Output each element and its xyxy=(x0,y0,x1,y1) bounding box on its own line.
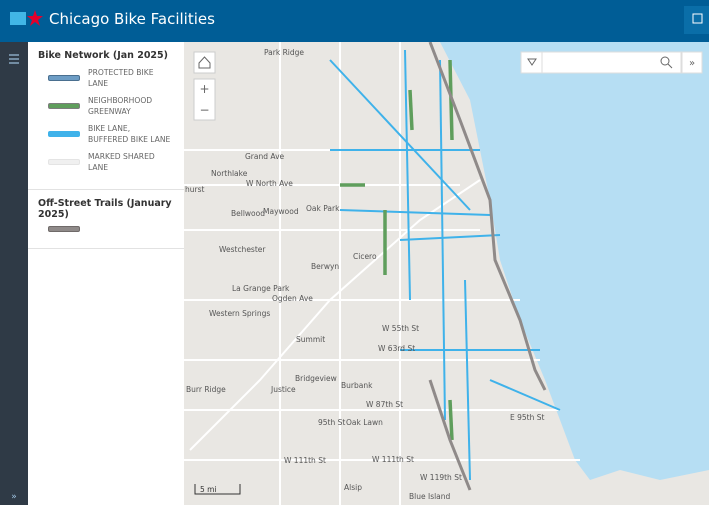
logo-flag xyxy=(10,12,26,25)
map-label: Ogden Ave xyxy=(272,294,313,303)
legend-section: Bike Network (Jan 2025) PROTECTED BIKE LA… xyxy=(28,42,184,190)
map-label: Oak Lawn xyxy=(346,418,383,427)
map-label: Burbank xyxy=(341,381,373,390)
map-label: Maywood xyxy=(263,207,299,216)
collapse-icon: » xyxy=(689,58,695,69)
map-label: Summit xyxy=(296,335,325,344)
legend-swatch xyxy=(48,131,80,137)
header-icons xyxy=(10,6,709,34)
lake xyxy=(440,42,709,480)
legend-toggle[interactable] xyxy=(9,54,19,64)
scale-bar xyxy=(194,484,241,495)
map-label: Grand Ave xyxy=(245,152,285,161)
home-button[interactable] xyxy=(193,51,216,74)
legend-label: PROTECTED BIKE LANE xyxy=(88,68,154,88)
map-label: W North Ave xyxy=(246,179,293,188)
legend-swatch xyxy=(48,75,80,81)
app-title: Chicago Bike Facilities xyxy=(49,10,215,28)
map-label: E 95th St xyxy=(510,413,545,422)
open-icon xyxy=(692,13,703,24)
side-icons: » xyxy=(9,54,19,502)
collapse-button[interactable] xyxy=(681,51,703,74)
map-label: Berwyn xyxy=(311,262,339,271)
search-icon[interactable] xyxy=(660,56,670,66)
map-label: W 87th St xyxy=(366,400,403,409)
map-label: Northlake xyxy=(211,169,248,178)
header: Chicago Bike Facilities xyxy=(0,0,709,42)
legend-label: BIKE LANE, BUFFERED BIKE LANE xyxy=(88,124,171,144)
legend-swatch xyxy=(48,226,80,232)
map-label: W 111th St xyxy=(284,456,326,465)
bike-lanes xyxy=(329,49,561,481)
expand-button[interactable]: » xyxy=(11,492,17,502)
map-label: Blue Island xyxy=(409,492,451,501)
zoom-controls xyxy=(193,78,216,121)
search-filter[interactable] xyxy=(527,58,537,66)
map-label: W 63rd St xyxy=(378,344,415,353)
map-label: Westchester xyxy=(219,245,266,254)
greenways xyxy=(340,59,454,441)
map-label: Park Ridge xyxy=(264,48,304,57)
map-label: Bellwood xyxy=(231,209,265,218)
legend-label: MARKED SHARED LANE xyxy=(88,152,155,172)
map-label: Bridgeview xyxy=(295,374,337,383)
logo-star xyxy=(27,10,43,26)
roads xyxy=(184,42,580,505)
map-label: 95th St xyxy=(318,418,345,427)
search-icon-handle xyxy=(667,63,673,69)
map-label: La Grange Park xyxy=(232,284,290,293)
legend-section-title: Bike Network (Jan 2025) xyxy=(38,50,168,61)
map-label: Cicero xyxy=(353,252,377,261)
legend-item: NEIGHBORHOOD GREENWAY xyxy=(38,95,184,117)
legend-item: BIKE LANE, BUFFERED BIKE LANE xyxy=(38,123,184,145)
search-box[interactable] xyxy=(520,51,682,74)
map-label: Burr Ridge xyxy=(186,385,226,394)
map-label: Oak Park xyxy=(306,204,340,213)
scale-label: 5 mi xyxy=(200,485,217,494)
open-button[interactable] xyxy=(684,6,709,34)
legend-swatch xyxy=(48,103,80,109)
legend-swatch xyxy=(48,159,80,165)
zoom-out[interactable]: − xyxy=(199,103,209,117)
legend-item: MARKED SHARED LANE xyxy=(38,151,184,173)
map-label: W 119th St xyxy=(420,473,462,482)
home-icon xyxy=(198,56,211,69)
side-bar: » xyxy=(0,42,28,505)
legend-section-title: Off-Street Trails (January 2025) xyxy=(38,198,172,220)
trail xyxy=(428,379,472,491)
map-label: Alsip xyxy=(344,483,362,492)
legend-section: Off-Street Trails (January 2025) xyxy=(28,190,184,249)
map-label: Justice xyxy=(270,385,296,394)
legend-label: NEIGHBORHOOD GREENWAY xyxy=(88,96,153,116)
map-label: W 55th St xyxy=(382,324,419,333)
map-label: Western Springs xyxy=(209,309,270,318)
legend-item: PROTECTED BIKE LANE xyxy=(38,67,184,89)
lakefront-trail xyxy=(428,42,547,391)
map-label: hurst xyxy=(185,185,204,194)
legend-item xyxy=(38,226,184,232)
zoom-in[interactable]: + xyxy=(199,82,209,96)
legend: Bike Network (Jan 2025) PROTECTED BIKE LA… xyxy=(28,42,184,505)
map-label: W 111th St xyxy=(372,455,414,464)
